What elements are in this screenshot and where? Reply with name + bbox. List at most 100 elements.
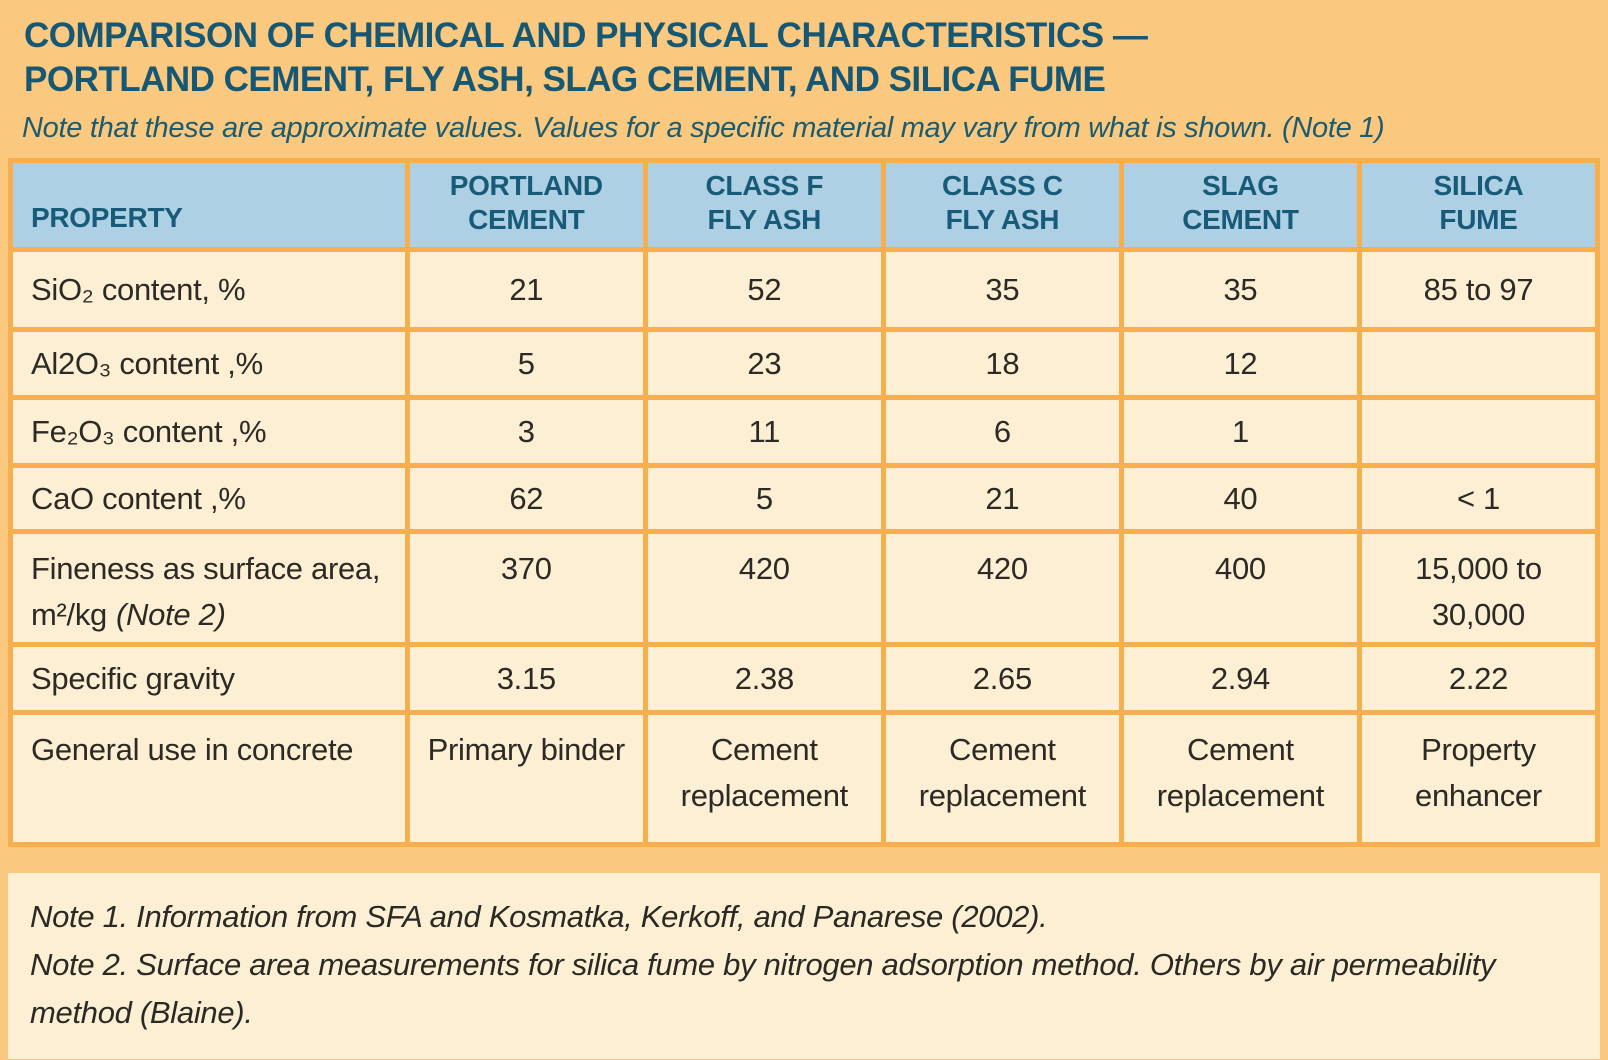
column-header-property: PROPERTY (8, 158, 410, 252)
value-cell: 6 (880, 395, 1124, 468)
value-text: 23 (747, 345, 782, 381)
value-text: 35 (985, 271, 1020, 307)
table-subtitle: Note that these are approximate values. … (22, 112, 1385, 144)
value-text: 1 (1231, 413, 1249, 449)
value-cell (1356, 327, 1601, 400)
value-text: 21 (509, 271, 544, 307)
property-note: (Note 2) (116, 597, 226, 632)
value-text: 3.15 (496, 660, 556, 696)
property-cell: General use in concrete (8, 710, 410, 847)
value-cell: 5 (642, 463, 886, 534)
column-header-3: CLASS C FLY ASH (880, 158, 1124, 252)
value-text: Cement replacement (918, 732, 1087, 813)
column-header-label: CEMENT (1182, 204, 1299, 235)
value-cell: < 1 (1356, 463, 1601, 534)
value-text: 2.94 (1210, 660, 1270, 696)
property-label: General use in concrete (31, 732, 354, 767)
table-row: Specific gravity 3.15 2.38 2.65 2.94 2.22 (8, 642, 1601, 715)
value-text: 5 (517, 345, 535, 381)
value-cell: 1 (1118, 395, 1362, 468)
column-header-label: SLAG (1202, 170, 1279, 201)
column-header-label: FLY ASH (707, 204, 822, 235)
value-cell: Cement replacement (880, 710, 1124, 847)
property-label: SiO₂ content, % (31, 271, 246, 307)
value-text: 35 (1223, 271, 1258, 307)
column-header-label: CLASS C (941, 170, 1063, 201)
table-body: SiO₂ content, % 21 52 35 35 85 to 97 Al2O₃ con… (8, 247, 1601, 847)
title-line-2: PORTLAND CEMENT, FLY ASH, SLAG CEMENT, A… (24, 60, 1106, 99)
value-cell (1356, 395, 1601, 468)
value-cell: 5 (404, 327, 648, 400)
property-label: Al2O₃ content ,% (31, 345, 263, 381)
table-row: Al2O₃ content ,% 5 23 18 12 (8, 327, 1601, 400)
value-cell: 2.94 (1118, 642, 1362, 715)
value-cell: Cement replacement (642, 710, 886, 847)
value-text: 400 (1215, 551, 1266, 586)
value-cell: 62 (404, 463, 648, 534)
value-cell: 2.65 (880, 642, 1124, 715)
property-label: Fe₂O₃ content ,% (31, 413, 267, 449)
footnote-1: Note 1. Information from SFA and Kosmatk… (30, 899, 1048, 934)
value-text: 3 (517, 413, 535, 449)
value-text: 5 (755, 480, 773, 516)
property-label: Fineness as surface area, m²/kg (31, 551, 381, 632)
comparison-table: PROPERTY PORTLAND CEMENT CLASS F FLY ASH CLAS… (8, 158, 1601, 847)
column-header-label: SILICA (1433, 170, 1524, 201)
value-text: 420 (976, 551, 1028, 586)
column-header-2: CLASS F FLY ASH (642, 158, 886, 252)
column-header-label: PROPERTY (31, 202, 183, 233)
value-cell: 40 (1118, 463, 1362, 534)
column-header-5: SILICA FUME (1356, 158, 1601, 252)
column-header-label: PORTLAND (449, 170, 603, 201)
column-header-label: CLASS F (705, 170, 824, 201)
property-label: Specific gravity (31, 660, 235, 696)
value-cell: 2.22 (1356, 642, 1601, 715)
value-text: 85 to 97 (1423, 271, 1534, 307)
header-row: PROPERTY PORTLAND CEMENT CLASS F FLY ASH CLAS… (8, 158, 1601, 252)
value-cell: 12 (1118, 327, 1362, 400)
value-cell: 15,000 to 30,000 (1356, 529, 1601, 647)
value-text: 62 (509, 480, 544, 516)
value-cell: 35 (880, 247, 1124, 332)
table-title: COMPARISON OF CHEMICAL AND PHYSICAL CHAR… (24, 14, 1600, 102)
footnotes-box: Note 1. Information from SFA and Kosmatk… (8, 873, 1600, 1059)
property-cell: Al2O₃ content ,% (8, 327, 410, 400)
value-text: 6 (993, 413, 1011, 449)
value-cell: 18 (880, 327, 1124, 400)
table-row: CaO content ,% 62 5 21 40 < 1 (8, 463, 1601, 534)
column-header-label: FLY ASH (945, 204, 1060, 235)
table-row: General use in concrete Primary binder Cem… (8, 710, 1601, 847)
value-text: 21 (985, 480, 1020, 516)
column-header-1: PORTLAND CEMENT (404, 158, 648, 252)
value-cell: 2.38 (642, 642, 886, 715)
value-text: 2.38 (734, 660, 794, 696)
value-text: 18 (985, 345, 1020, 381)
value-text: Cement replacement (1156, 732, 1325, 813)
value-cell: Cement replacement (1118, 710, 1362, 847)
footnote-2: Note 2. Surface area measurements for si… (30, 947, 1496, 1030)
value-cell: 35 (1118, 247, 1362, 332)
property-label: CaO content ,% (31, 480, 246, 516)
value-cell: Property enhancer (1356, 710, 1601, 847)
value-text: 40 (1223, 480, 1258, 516)
value-cell: Primary binder (404, 710, 648, 847)
column-header-label: FUME (1439, 204, 1518, 235)
value-text: 52 (747, 271, 782, 307)
title-line-1: COMPARISON OF CHEMICAL AND PHYSICAL CHAR… (24, 16, 1148, 55)
property-cell: SiO₂ content, % (8, 247, 410, 332)
value-cell: 11 (642, 395, 886, 468)
value-cell: 420 (880, 529, 1124, 647)
value-cell: 370 (404, 529, 648, 647)
value-text: 2.65 (972, 660, 1032, 696)
property-cell: Fe₂O₃ content ,% (8, 395, 410, 468)
table-row: Fe₂O₃ content ,% 3 11 6 1 (8, 395, 1601, 468)
value-text: 370 (500, 551, 552, 586)
value-cell: 21 (404, 247, 648, 332)
value-cell: 23 (642, 327, 886, 400)
value-text: < 1 (1456, 480, 1500, 516)
value-cell: 3 (404, 395, 648, 468)
value-cell: 3.15 (404, 642, 648, 715)
value-cell: 21 (880, 463, 1124, 534)
value-cell: 400 (1118, 529, 1362, 647)
property-cell: CaO content ,% (8, 463, 410, 534)
